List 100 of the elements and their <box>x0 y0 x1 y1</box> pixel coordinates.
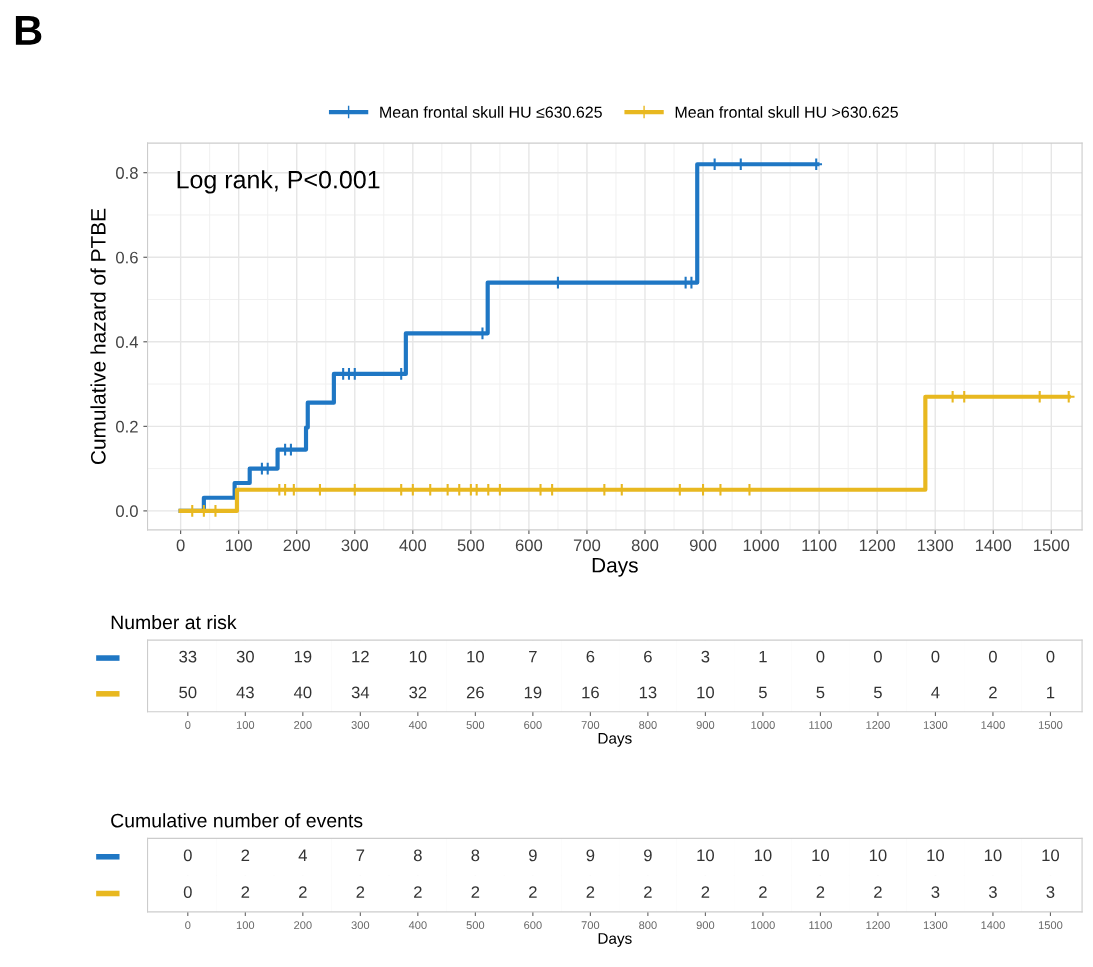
x-tick-label: 700 <box>581 721 600 729</box>
y-tick-label: 0.4 <box>116 336 139 348</box>
x-tick-label: 1500 <box>1034 539 1070 552</box>
x-tick-label: 1000 <box>751 721 775 729</box>
data-label: 34 <box>351 686 370 699</box>
data-label: 5 <box>873 686 882 699</box>
data-label: 0 <box>873 650 882 663</box>
data-label: 12 <box>352 650 369 663</box>
data-label: 1 <box>759 650 767 663</box>
data-label: 40 <box>293 686 312 699</box>
data-label: 10 <box>812 849 830 862</box>
x-tick-label: 1400 <box>976 539 1012 552</box>
x-tick-label: 200 <box>294 721 312 729</box>
data-label: 2 <box>299 886 307 898</box>
data-label: 2 <box>241 849 250 862</box>
data-label: 19 <box>294 650 312 663</box>
data-label: 9 <box>529 849 537 862</box>
x-tick-label: 900 <box>689 539 717 552</box>
data-label: 10 <box>467 650 484 663</box>
x-tick-label: 1300 <box>917 539 954 552</box>
data-label: 10 <box>984 849 1002 862</box>
data-label: 10 <box>1042 849 1060 862</box>
x-tick-label: 300 <box>351 721 370 729</box>
x-tick-label: 200 <box>294 921 312 930</box>
data-label: 50 <box>179 686 197 699</box>
x-tick-label: 600 <box>515 539 543 552</box>
x-tick-label: 1100 <box>802 539 837 552</box>
data-label: 5 <box>758 686 767 699</box>
x-tick-label: 1400 <box>981 721 1005 729</box>
x-tick-label: 400 <box>408 921 427 930</box>
x-tick-label: 700 <box>581 921 600 930</box>
x-tick-label: 1000 <box>751 921 775 930</box>
x-tick-label: 500 <box>466 921 485 930</box>
x-tick-label: 500 <box>457 539 485 552</box>
data-label: 0 <box>183 849 192 862</box>
x-tick-label: 1300 <box>923 721 948 729</box>
x-tick-label: 1200 <box>866 921 890 930</box>
data-label: 6 <box>644 650 652 663</box>
data-label: 2 <box>586 886 595 898</box>
data-label: 33 <box>179 650 197 663</box>
x-axis-title: Days <box>598 933 632 947</box>
data-label: 16 <box>582 686 599 699</box>
chart-title: Cumulative number of events <box>111 813 363 828</box>
x-tick-label: 300 <box>341 539 369 552</box>
data-label: 30 <box>236 650 254 663</box>
chart-title: B <box>15 16 42 45</box>
data-label: 10 <box>697 686 715 699</box>
data-label: 2 <box>471 886 480 898</box>
data-label: 10 <box>409 650 427 663</box>
data-label: 0 <box>183 886 192 898</box>
x-tick-label: 1500 <box>1038 721 1063 729</box>
x-tick-label: 1500 <box>1038 921 1063 930</box>
data-label: 8 <box>413 849 422 862</box>
x-tick-label: 600 <box>524 921 542 930</box>
data-label: 3 <box>931 886 940 898</box>
x-tick-label: 0 <box>185 721 191 729</box>
data-label: 4 <box>931 686 940 699</box>
data-label: 3 <box>701 650 710 663</box>
data-label: 10 <box>927 849 945 862</box>
x-tick-label: 500 <box>466 721 485 729</box>
data-label: 7 <box>529 650 537 663</box>
x-tick-label: 300 <box>351 921 370 930</box>
data-label: 2 <box>241 886 250 898</box>
chart-title: Number at risk <box>111 614 237 630</box>
x-tick-label: 900 <box>696 921 715 930</box>
x-tick-label: 0 <box>185 921 191 930</box>
x-tick-label: 0 <box>176 539 185 552</box>
data-label: 2 <box>644 886 652 898</box>
data-label: 7 <box>356 849 365 862</box>
x-tick-label: 700 <box>573 539 601 552</box>
data-label: 3 <box>988 886 997 898</box>
data-label: 0 <box>1046 650 1055 663</box>
x-tick-label: 800 <box>631 539 659 552</box>
x-tick-label: 400 <box>408 721 427 729</box>
y-axis-title: Cumulative hazard of PTBE <box>90 208 106 464</box>
data-label: 2 <box>529 886 537 898</box>
data-label: 2 <box>414 886 422 898</box>
data-label: 8 <box>471 849 480 862</box>
legend-label: Mean frontal skull HU ≤630.625 <box>380 106 602 118</box>
data-label: 43 <box>236 686 254 699</box>
x-tick-label: 200 <box>283 539 310 552</box>
annotation: Log rank, P<0.001 <box>177 170 380 194</box>
data-label: 2 <box>989 686 997 699</box>
data-label: 13 <box>639 686 657 699</box>
data-label: 2 <box>816 886 825 898</box>
data-label: 0 <box>931 650 940 663</box>
data-label: 2 <box>759 886 767 898</box>
data-label: 32 <box>409 686 427 699</box>
data-label: 2 <box>874 886 882 898</box>
data-label: 2 <box>701 886 710 898</box>
x-axis-title: Days <box>592 558 638 577</box>
data-label: 19 <box>524 686 542 699</box>
data-label: 9 <box>586 849 595 862</box>
data-label: 4 <box>298 849 307 862</box>
x-tick-label: 1100 <box>809 721 832 729</box>
data-label: 6 <box>586 650 595 663</box>
data-label: 10 <box>697 849 715 862</box>
x-tick-label: 800 <box>639 921 657 930</box>
y-tick-label: 0.8 <box>116 167 138 179</box>
x-tick-label: 100 <box>226 539 252 552</box>
